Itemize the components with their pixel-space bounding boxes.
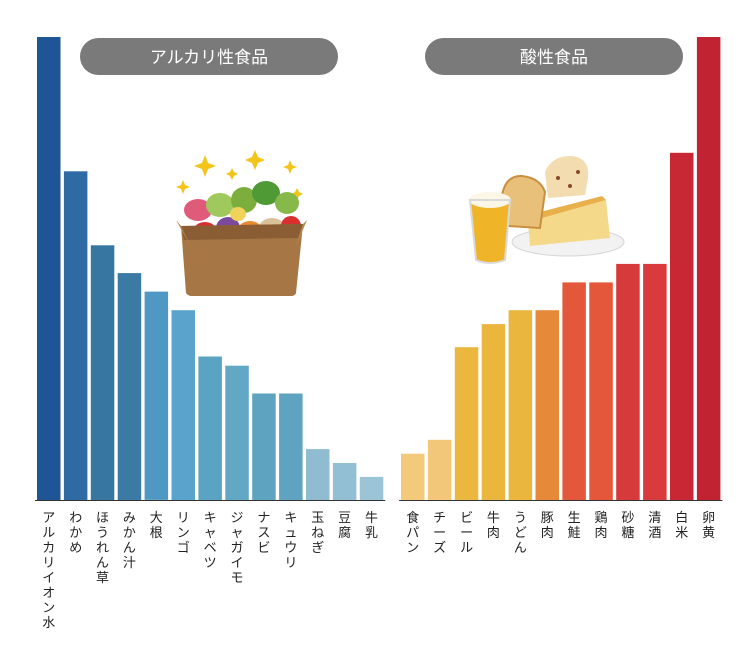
category-label: わかめ <box>69 511 82 556</box>
bar-alkaline-2 <box>90 245 115 500</box>
bar-alkaline-12 <box>359 476 384 501</box>
category-label: みかん汁 <box>123 511 136 571</box>
bar-acidic-7 <box>589 282 613 500</box>
alkaline-pill-background <box>80 38 338 75</box>
basket-icon <box>181 224 303 296</box>
category-label: ジャガイモ <box>230 511 243 586</box>
acidic-title: 酸性食品 <box>520 48 588 68</box>
category-label: チーズ <box>433 511 446 556</box>
bar-acidic-10 <box>670 152 694 501</box>
bar-alkaline-3 <box>117 273 142 500</box>
category-label: アルカリイオン水 <box>42 511 55 631</box>
sparkle-icons <box>176 150 303 200</box>
category-label: 生鮭 <box>568 511 581 541</box>
bar-acidic-11 <box>696 37 721 500</box>
bar-alkaline-10 <box>306 449 330 500</box>
category-label: キャベツ <box>204 511 217 571</box>
bar-alkaline-11 <box>332 463 357 500</box>
category-label: 牛乳 <box>365 511 378 541</box>
bar-acidic-6 <box>562 282 586 500</box>
bar-alkaline-8 <box>252 393 276 500</box>
category-label: 食パン <box>406 510 419 556</box>
bar-acidic-3 <box>481 324 506 500</box>
category-label: リンゴ <box>177 511 190 556</box>
cheese-icon <box>528 200 610 246</box>
bread-loaf-icon <box>545 155 589 198</box>
bar-alkaline-6 <box>198 356 222 500</box>
bread-cheese-beer-illustration <box>468 155 625 264</box>
alkaline-title: アルカリ性食品 <box>150 48 268 68</box>
toast-icon <box>500 174 547 230</box>
category-label: 豆腐 <box>338 511 351 541</box>
acidic-title-pill: 酸性食品 <box>425 38 683 75</box>
category-label: 牛肉 <box>487 511 500 541</box>
category-label: ほうれん草 <box>96 511 109 586</box>
category-label: キュウリ <box>284 511 297 571</box>
category-label: ビール <box>460 511 473 556</box>
bar-alkaline-1 <box>63 171 88 501</box>
beer-icon <box>470 200 510 263</box>
category-label: 卵黄 <box>702 511 715 541</box>
bar-acidic-1 <box>427 439 452 500</box>
category-label: 砂糖 <box>621 511 634 541</box>
category-label: 玉ねぎ <box>311 511 324 556</box>
category-label: 白米 <box>675 510 688 541</box>
category-label: うどん <box>514 511 527 556</box>
bar-acidic-2 <box>454 347 479 500</box>
category-label: 豚肉 <box>541 511 554 541</box>
category-label: ナスビ <box>257 511 270 556</box>
acidic-bars <box>399 37 723 501</box>
bar-alkaline-0 <box>37 37 61 500</box>
bar-alkaline-5 <box>171 310 195 500</box>
bar-acidic-4 <box>508 310 533 500</box>
category-label: 鶏肉 <box>594 511 607 541</box>
bar-acidic-0 <box>401 453 425 500</box>
category-label: 清酒 <box>648 511 661 541</box>
bar-alkaline-4 <box>144 291 169 500</box>
bar-acidic-8 <box>616 263 640 500</box>
bar-acidic-5 <box>535 310 559 500</box>
bar-alkaline-9 <box>279 393 303 500</box>
alkaline-title-pill: アルカリ性食品 <box>80 38 338 75</box>
acidic-pill-background <box>425 38 683 75</box>
bar-acidic-9 <box>643 263 667 500</box>
category-label: 大根 <box>150 511 163 541</box>
vegetable-basket-illustration <box>176 150 307 296</box>
alkaline-bars <box>35 37 386 501</box>
bar-alkaline-7 <box>225 365 249 500</box>
